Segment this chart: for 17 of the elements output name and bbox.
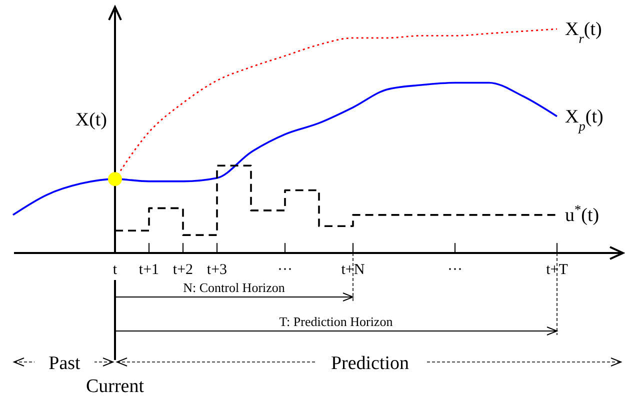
text: Past (48, 353, 82, 374)
text: Prediction (330, 353, 410, 374)
x-tick-label: t+T (546, 262, 568, 278)
x-tick-label: t+1 (138, 262, 160, 278)
text: Current (86, 376, 145, 397)
x-tick-label: t+2 (172, 262, 194, 278)
x-tick-label: t+N (341, 262, 365, 278)
x-tick-label: t (112, 262, 118, 278)
x-tick-label: t+3 (206, 262, 228, 278)
x-tick-label: ··· (278, 262, 292, 278)
series-label: X$_{p}$(t) (565, 106, 604, 133)
text: N: Control Horizon (183, 280, 286, 295)
y-axis-title: X(t) (75, 109, 107, 130)
x-tick-label: ··· (448, 262, 462, 278)
series-label: X$_{r}$(t) (565, 19, 602, 46)
series-label: u$^{*}$(t) (565, 201, 600, 226)
text: T: Prediction Horizon (279, 314, 394, 329)
